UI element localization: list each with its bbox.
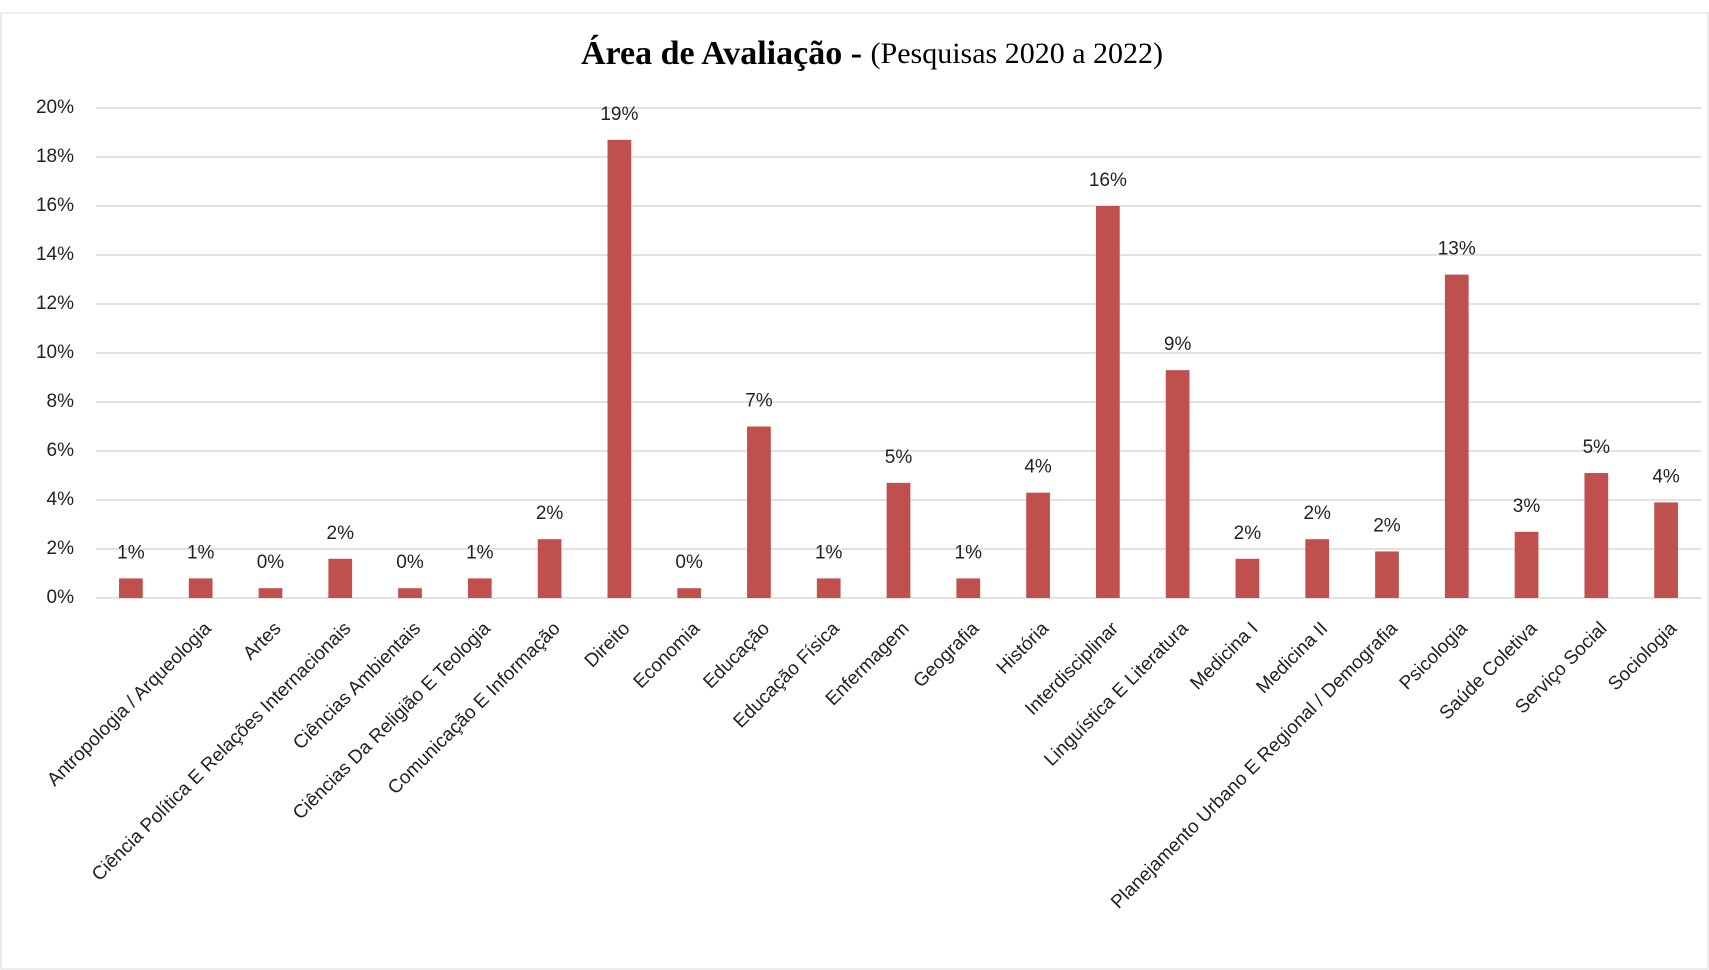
bar [1026,492,1050,598]
y-tick-label: 18% [36,146,74,167]
y-tick-label: 4% [47,489,75,510]
value-label: 1% [187,542,215,563]
bar [537,539,562,598]
bar [1375,551,1399,598]
bar [398,588,422,598]
value-label: 0% [675,552,703,573]
chart-subtitle: (Pesquisas 2020 a 2022) [871,37,1163,70]
value-label: 1% [117,542,145,563]
bar [119,578,143,598]
value-label: 0% [257,552,285,573]
y-tick-label: 10% [36,342,74,363]
bar [328,558,353,598]
chart-border [0,12,1709,970]
value-label: 19% [600,104,638,125]
bar [956,578,981,598]
bar [1654,502,1678,598]
bar [1305,539,1330,598]
bar [677,588,702,598]
bar [747,426,771,598]
value-label: 1% [466,542,494,563]
value-label: 4% [1652,466,1680,487]
bar [258,588,283,598]
y-tick-label: 12% [36,293,74,314]
value-label: 2% [327,523,355,544]
value-label: 0% [396,552,424,573]
y-tick-label: 2% [47,538,75,559]
value-label: 13% [1438,239,1476,260]
value-label: 4% [1024,457,1052,478]
value-label: 2% [1303,503,1331,524]
y-tick-label: 16% [36,195,74,216]
value-label: 1% [955,542,983,563]
bar [886,482,911,598]
bar [607,139,632,598]
bar [816,578,841,598]
y-tick-label: 14% [36,244,74,265]
y-tick-label: 20% [36,97,74,118]
bar [467,578,492,598]
value-label: 5% [1583,437,1611,458]
chart-title-group: Área de Avaliação - (Pesquisas 2020 a 20… [581,35,1163,72]
bar [188,578,213,598]
chart-title: Área de Avaliação - [581,35,862,72]
bar [1095,206,1120,598]
bar [1235,558,1260,598]
value-label: 5% [885,447,913,468]
bar [1514,531,1539,598]
value-label: 1% [815,542,843,563]
value-label: 7% [745,391,773,412]
bar [1444,274,1469,598]
value-label: 3% [1513,496,1541,517]
value-label: 9% [1164,334,1192,355]
value-label: 2% [1234,523,1262,544]
bar [1165,370,1190,598]
y-tick-label: 8% [47,391,75,412]
value-label: 2% [536,503,564,524]
bar [1584,473,1609,598]
value-label: 2% [1373,515,1401,536]
y-tick-label: 6% [47,440,75,461]
value-label: 16% [1089,170,1127,191]
y-tick-label: 0% [47,587,75,608]
